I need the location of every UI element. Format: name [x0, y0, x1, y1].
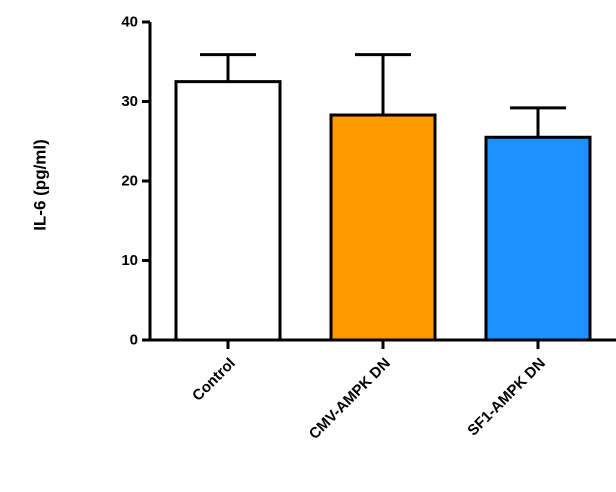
x-tick-label-cmv-ampk-dn: CMV-AMPK DN: [306, 355, 394, 443]
y-tick-label-40: 40: [121, 14, 138, 31]
bars: [174, 53, 592, 342]
x-tick-label-control: Control: [189, 355, 239, 405]
bar-cmv-ampk-dn: [329, 113, 437, 342]
x-tick-label-sf1-ampk-dn: SF1-AMPK DN: [464, 355, 549, 440]
x-axis: Control CMV-AMPK DN SF1-AMPK DN: [150, 338, 616, 443]
bar-sf1-ampk-dn: [484, 135, 592, 342]
bar-control: [174, 80, 282, 342]
y-axis-label: IL-6 (pg/ml): [31, 139, 50, 231]
y-tick-label-10: 10: [121, 252, 138, 269]
y-axis: 0 10 20 30 40: [121, 14, 152, 349]
y-tick-label-30: 30: [121, 93, 138, 110]
y-tick-label-20: 20: [121, 173, 138, 190]
y-tick-label-0: 0: [130, 332, 138, 349]
